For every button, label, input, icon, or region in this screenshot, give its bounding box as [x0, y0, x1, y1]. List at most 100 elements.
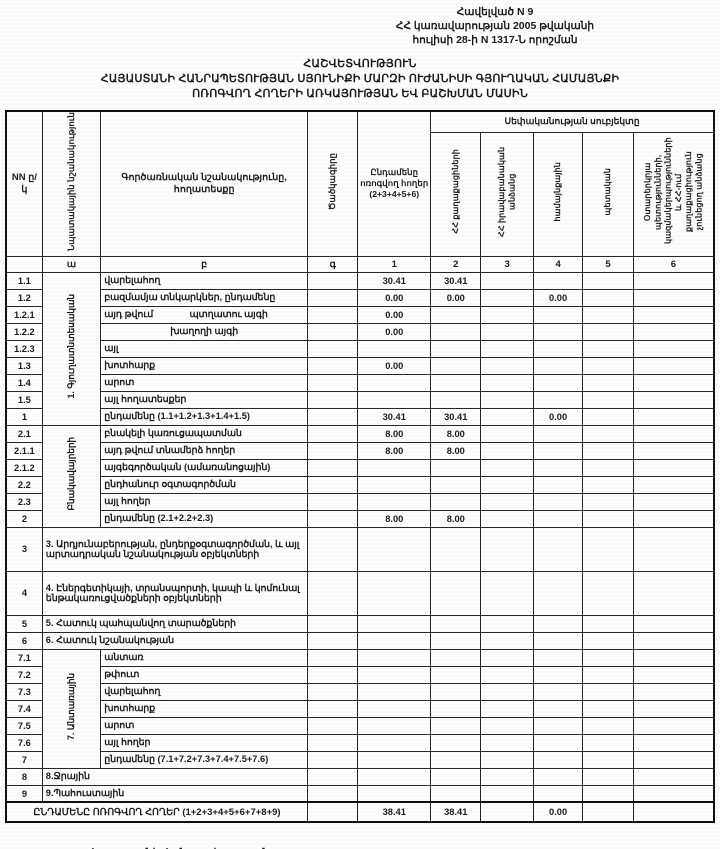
appendix-number: Հավելված N 9	[456, 6, 534, 18]
value-cell-c6	[632, 716, 715, 735]
table-row: 2.3 այլ հողեր	[5, 492, 715, 511]
description-cell: այլ հողեր	[100, 492, 309, 511]
value-cell-c1	[357, 390, 432, 409]
land-purpose-group-cell: Բնակավայրերի	[41, 424, 102, 528]
value-cell-c3	[480, 648, 534, 667]
row-number-cell: 1.4	[5, 373, 43, 392]
value-cell-c3	[480, 682, 534, 701]
value-cell-c3	[480, 750, 534, 769]
code-cell	[307, 475, 359, 494]
row-number-cell: 1.2.1	[5, 305, 43, 324]
value-cell-c4	[532, 509, 584, 528]
value-cell-c1	[357, 614, 432, 633]
value-cell-c2	[430, 665, 482, 684]
appendix-decree-line: ՀՀ կառավարության 2005 թվականի	[395, 19, 595, 32]
value-cell-c4	[532, 570, 584, 616]
value-cell-c3	[480, 339, 534, 358]
value-cell-c4	[532, 373, 584, 392]
value-cell-c4	[532, 614, 584, 633]
value-cell-c3	[480, 492, 534, 511]
value-cell-c6	[632, 492, 715, 511]
value-cell-c4	[532, 475, 584, 494]
value-cell-c2: 8.00	[430, 424, 482, 443]
table-row: 1.2.2 խաղողի այգի 0.00	[5, 322, 715, 341]
value-cell-c1	[357, 458, 432, 477]
column-letters-row: ա բ գ 1 2 3 4 5 6	[5, 255, 715, 273]
value-cell-c6	[632, 305, 715, 324]
value-cell-c4	[532, 356, 584, 375]
table-row: 7.2 թփուտ	[5, 665, 715, 684]
code-cell	[307, 784, 359, 803]
land-purpose-group-label: 1. Գյուղատնտեսական	[66, 294, 77, 399]
value-cell-c6	[632, 699, 715, 718]
value-cell-c3	[480, 288, 534, 307]
code-cell	[307, 648, 359, 667]
value-cell-c6	[632, 665, 715, 684]
row-number-cell: 4	[5, 570, 43, 616]
value-cell-c3	[480, 665, 534, 684]
letter-cell: 4	[532, 255, 584, 273]
description-cell: այդ թվում տնամերձ հողեր	[100, 441, 309, 460]
code-cell	[307, 665, 359, 684]
value-cell-c2: 30.41	[430, 271, 482, 290]
value-cell-c6	[632, 733, 715, 752]
value-cell-c4	[532, 716, 584, 735]
letter-cell: 5	[582, 255, 634, 273]
table-row: 2 ընդամենը (2.1+2.2+2.3) 8.00 8.00	[5, 509, 715, 528]
land-purpose-group-cell: 1. Գյուղատնտեսական	[41, 271, 102, 426]
value-cell-c1: 8.00	[357, 424, 432, 443]
header-total-irrigated: Ընդամենը ոռոգվող հողեր (2+3+4+5+6)	[357, 110, 432, 257]
value-cell-c5	[582, 475, 634, 494]
code-cell	[307, 699, 359, 718]
code-cell	[307, 305, 359, 324]
table-row: 2.2 ընդհանուր օգտագործման	[5, 475, 715, 494]
header-owner-community: համայնքային	[532, 131, 584, 257]
code-cell	[307, 271, 359, 290]
value-cell-c1: 8.00	[357, 509, 432, 528]
code-cell	[307, 373, 359, 392]
value-cell-c2	[430, 526, 482, 572]
signatory-title: Հայաստանի Հանրապետության կառավարության ա…	[88, 832, 280, 849]
signatory-line: Հայաստանի Հանրապետության	[88, 846, 280, 849]
value-cell-c6	[632, 750, 715, 769]
table-row: 7.1 7. Անտառային անտառ	[5, 648, 715, 769]
letter-cell	[5, 255, 43, 273]
table-row: 7.4 խոտհարք	[5, 699, 715, 718]
value-cell-c6	[632, 631, 715, 650]
code-cell	[307, 801, 359, 824]
value-cell-c1: 30.41	[357, 407, 432, 426]
value-cell-c2: 0.00	[430, 288, 482, 307]
irrigated-lands-table: NN ը/կ Նպատակային նշանակություն Գործառնա…	[5, 109, 715, 824]
value-cell-c1	[357, 648, 432, 667]
row-number-cell: 7	[5, 750, 43, 769]
value-cell-c3	[480, 801, 534, 824]
code-cell	[307, 570, 359, 616]
value-cell-c2	[430, 750, 482, 769]
code-cell	[307, 407, 359, 426]
value-cell-c3	[480, 475, 534, 494]
value-cell-c3	[480, 614, 534, 633]
table-row: 1 ընդամենը (1.1+1.2+1.3+1.4+1.5) 30.41 30.4…	[5, 407, 715, 426]
row-number-cell: 1.2.3	[5, 339, 43, 358]
table-row: 2.1.1 այդ թվում տնամերձ հողեր 8.00 8.00	[5, 441, 715, 460]
row-number-cell: 9	[5, 784, 43, 803]
value-cell-c2	[430, 458, 482, 477]
value-cell-c3	[480, 441, 534, 460]
value-cell-c5	[582, 271, 634, 290]
row-number-cell: 5	[5, 614, 43, 633]
code-cell	[307, 733, 359, 752]
value-cell-c5	[582, 458, 634, 477]
value-cell-c5	[582, 288, 634, 307]
table-row: 1.2.3 այլ	[5, 339, 715, 358]
value-cell-c3	[480, 356, 534, 375]
header-owner-state: պետական	[582, 131, 634, 257]
title-subject-line: ՈՌՈԳՎՈՂ ՀՈՂԵՐԻ ԱՌԿԱՅՈՒԹՅԱՆ ԵՎ ԲԱՇԽՄԱՆ ՄԱ…	[192, 88, 528, 101]
value-cell-c1: 30.41	[357, 271, 432, 290]
value-cell-c2	[430, 339, 482, 358]
header-row-number: NN ը/կ	[5, 110, 43, 257]
header-owner-citizens: ՀՀ քաղաքացիների	[430, 131, 482, 257]
value-cell-c6	[632, 682, 715, 701]
code-cell	[307, 356, 359, 375]
value-cell-c5	[582, 716, 634, 735]
value-cell-c4	[532, 526, 584, 572]
